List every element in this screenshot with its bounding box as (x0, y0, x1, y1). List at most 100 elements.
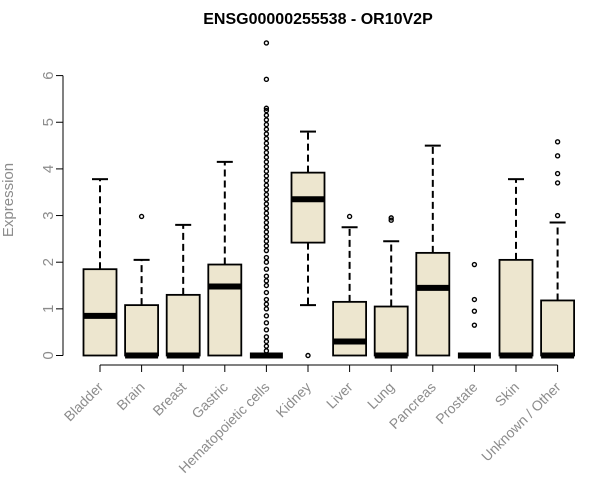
outlier-point (554, 212, 561, 219)
outlier-point (554, 180, 561, 186)
outlier-point (263, 296, 270, 303)
outlier-point (263, 168, 270, 174)
box-body (415, 251, 451, 357)
outlier-point (263, 247, 270, 254)
chart-title: ENSG00000255538 - OR10V2P (203, 11, 433, 28)
y-tick-label: 5 (40, 118, 57, 126)
outlier-point (263, 187, 270, 193)
outlier-point (263, 135, 270, 142)
outlier-point (263, 243, 270, 249)
x-tick-label: Kidney (273, 379, 315, 421)
outlier-point (263, 215, 270, 221)
outlier-point (263, 343, 270, 349)
outlier-point (263, 320, 270, 326)
outlier-point (554, 170, 561, 177)
outlier-point (263, 219, 270, 226)
y-axis: 0 1 2 3 4 5 6 (40, 71, 64, 360)
outlier-point (263, 112, 270, 118)
outlier-point (263, 266, 270, 272)
box-unknown-other (540, 139, 575, 359)
x-tick-label: Prostate (432, 379, 480, 427)
outlier-point (305, 352, 311, 359)
y-axis-label: Expression (0, 163, 17, 237)
outlier-point (263, 238, 270, 244)
box-hematopoietic-cells (249, 40, 283, 359)
outlier-point (138, 213, 145, 220)
box-gastric (207, 160, 243, 357)
outlier-point (263, 126, 270, 132)
outlier-point (263, 121, 270, 128)
y-tick-label: 0 (40, 351, 57, 359)
outlier-point (263, 282, 270, 289)
outlier-point (263, 196, 270, 202)
outlier-point (263, 301, 270, 307)
outlier-point (263, 273, 270, 279)
box-body (290, 171, 326, 244)
box-breast (165, 223, 201, 359)
outlier-point (263, 131, 270, 137)
outlier-point (263, 306, 270, 312)
x-tick-label: Unknown / Other (478, 379, 564, 465)
x-tick-label: Liver (323, 379, 356, 412)
outlier-point (263, 224, 270, 230)
outlier-point (263, 334, 270, 340)
outlier-point (263, 145, 270, 151)
outlier-point (263, 76, 270, 83)
outlier-point (263, 233, 270, 240)
x-tick-label: Lung (364, 379, 397, 412)
box-body (207, 263, 243, 357)
box-body (332, 300, 368, 357)
outlier-point (263, 140, 270, 146)
box-brain (124, 213, 159, 359)
outlier-point (263, 117, 270, 123)
outlier-point (263, 154, 270, 160)
box-body (498, 258, 534, 357)
box-skin (498, 178, 534, 359)
box-liver (332, 213, 368, 357)
y-tick-label: 6 (40, 71, 57, 79)
outlier-point (263, 210, 270, 216)
outlier-point (263, 177, 270, 184)
box-body (82, 268, 118, 357)
outlier-point (263, 191, 270, 198)
y-tick-label: 3 (40, 211, 57, 219)
outlier-point (388, 215, 394, 221)
x-tick-label: Brain (113, 379, 147, 413)
outlier-point (263, 327, 270, 333)
outlier-point (263, 229, 270, 235)
box-plots (82, 40, 575, 359)
outlier-point (471, 322, 478, 328)
outlier-point (471, 308, 478, 314)
box-body (373, 305, 409, 357)
x-tick-label: Skin (492, 379, 523, 410)
outlier-point (263, 201, 270, 207)
outlier-point (263, 163, 270, 170)
outlier-point (263, 40, 270, 46)
y-tick-label: 1 (40, 305, 57, 313)
outlier-point (263, 348, 270, 354)
box-body (165, 293, 201, 357)
outlier-point (263, 289, 270, 296)
y-tick-label: 2 (40, 258, 57, 266)
outlier-point (263, 338, 270, 345)
outlier-point (263, 105, 270, 111)
box-kidney (290, 130, 326, 359)
outlier-point (554, 139, 561, 145)
y-tick-label: 4 (40, 165, 57, 173)
outlier-point (346, 213, 353, 220)
outlier-point (263, 107, 270, 114)
outlier-point (263, 149, 270, 156)
outlier-point (263, 205, 270, 212)
outlier-point (263, 313, 270, 319)
outlier-point (263, 173, 270, 179)
outlier-point (263, 182, 270, 188)
outlier-point (554, 153, 561, 159)
outlier-point (263, 254, 270, 261)
x-tick-label: Bladder (61, 379, 107, 425)
box-body (540, 299, 575, 357)
box-bladder (82, 178, 118, 357)
outlier-point (471, 261, 478, 268)
box-pancreas (415, 144, 451, 357)
outlier-point (471, 296, 478, 303)
